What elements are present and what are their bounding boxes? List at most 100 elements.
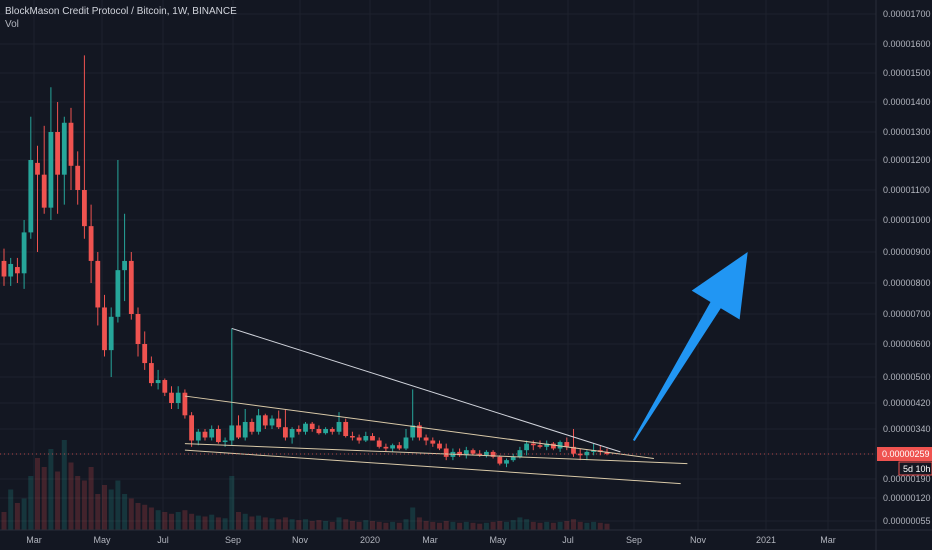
- candle-body: [209, 429, 215, 438]
- candle-body: [410, 425, 416, 438]
- volume-bar: [376, 521, 382, 530]
- volume-bar: [269, 518, 275, 530]
- volume-bar: [537, 522, 543, 530]
- candle-body: [303, 423, 308, 432]
- volume-bar: [68, 462, 74, 530]
- volume-bar: [343, 519, 349, 530]
- candle-body: [142, 344, 148, 364]
- volume-bar: [122, 494, 128, 530]
- time-tick-label: Mar: [26, 535, 42, 545]
- candle-body: [524, 443, 529, 451]
- price-tick-label: 0.00001300: [883, 127, 931, 137]
- candle-body: [108, 316, 114, 351]
- volume-bar: [571, 519, 576, 530]
- price-tick-label: 0.00000190: [883, 474, 931, 484]
- candle-body: [376, 440, 382, 447]
- volume-bar: [175, 512, 181, 530]
- volume-bar: [383, 522, 389, 530]
- volume-bar: [423, 521, 429, 530]
- time-tick-label: May: [93, 535, 111, 545]
- volume-bar: [410, 507, 416, 530]
- volume-bar: [35, 458, 40, 530]
- candle-body: [182, 392, 188, 416]
- candle-body: [296, 429, 302, 432]
- candle-body: [195, 431, 201, 441]
- volume-bar: [530, 521, 536, 530]
- volume-bar: [323, 521, 329, 530]
- candle-body: [403, 437, 409, 449]
- volume-bar: [430, 521, 436, 530]
- price-axis[interactable]: 0.00001700 0.00001600 0.00001500 0.00001400…: [883, 9, 931, 526]
- candle-body: [356, 437, 362, 441]
- candle-body: [122, 260, 127, 271]
- time-axis[interactable]: Mar May Jul Sep Nov 2020 Mar May Jul Sep Nov 2021 Ma…: [26, 535, 836, 545]
- volume-bar: [135, 503, 141, 530]
- volume-bar: [75, 476, 81, 530]
- volume-bar: [142, 504, 148, 530]
- price-tick-label: 0.00001000: [883, 215, 931, 225]
- time-tick-label: Nov: [690, 535, 707, 545]
- volume-bar: [236, 512, 241, 530]
- candle-body: [430, 440, 436, 444]
- candle-body: [41, 174, 47, 208]
- price-tick-label: 0.00000500: [883, 372, 931, 382]
- upper-trendline[interactable]: [231, 327, 621, 453]
- volume-bar: [517, 517, 523, 530]
- candle-body: [517, 450, 523, 457]
- price-tags: 0.00000259 5d 10h: [0, 447, 932, 476]
- volume-bar: [416, 517, 422, 530]
- candle-body: [316, 429, 322, 434]
- candle-body: [242, 421, 248, 438]
- volume-bar: [390, 521, 396, 530]
- candle-body: [269, 418, 275, 426]
- volume-bar: [557, 521, 563, 530]
- volume-bar: [564, 521, 570, 530]
- volume-bar: [597, 522, 603, 530]
- candle-body: [363, 436, 369, 441]
- volume-bar: [504, 521, 509, 530]
- candle-body: [551, 443, 556, 449]
- price-tick-label: 0.00001700: [883, 9, 931, 19]
- candle-body: [283, 427, 288, 438]
- candle-body: [35, 162, 40, 175]
- time-tick-label: Nov: [292, 535, 309, 545]
- candle-body: [169, 392, 174, 403]
- volume-bar: [215, 517, 221, 530]
- candle-body: [383, 446, 389, 449]
- current-price-tag: [877, 447, 932, 461]
- price-tick-label: 0.00001200: [883, 155, 931, 165]
- volume-bar: [162, 512, 168, 530]
- symbol-title: BlockMason Credit Protocol / Bitcoin, 1W…: [5, 6, 237, 17]
- time-tick-label: May: [489, 535, 507, 545]
- volume-bar: [242, 513, 248, 530]
- volume-bar: [329, 521, 335, 530]
- volume-bar: [108, 489, 114, 530]
- candle-body: [102, 307, 107, 351]
- volume-bar: [477, 523, 483, 530]
- price-tick-label: 0.00001400: [883, 97, 931, 107]
- volume-bar: [41, 467, 47, 530]
- countdown-tag: [898, 461, 932, 476]
- channel-top-line[interactable]: [184, 395, 654, 459]
- candle-body: [61, 122, 67, 175]
- candle-body: [463, 450, 469, 456]
- price-tick-label: 0.00000120: [883, 493, 931, 503]
- channel-bottom-line[interactable]: [184, 449, 681, 485]
- candle-body: [175, 392, 181, 403]
- candle-body: [202, 431, 208, 438]
- price-tick-label: 0.00000420: [883, 398, 931, 408]
- volume-bar: [28, 476, 34, 530]
- volume-bar: [48, 449, 54, 530]
- candle-body: [591, 450, 596, 452]
- volume-bar: [336, 517, 342, 530]
- candle-body: [490, 451, 496, 457]
- up-arrow-icon[interactable]: [632, 252, 748, 441]
- candle-body: [21, 232, 27, 274]
- volume-bar: [316, 520, 322, 530]
- volume-bar: [95, 494, 101, 530]
- candle-body: [236, 425, 241, 438]
- volume-bar: [591, 521, 597, 530]
- candle-body: [497, 456, 503, 464]
